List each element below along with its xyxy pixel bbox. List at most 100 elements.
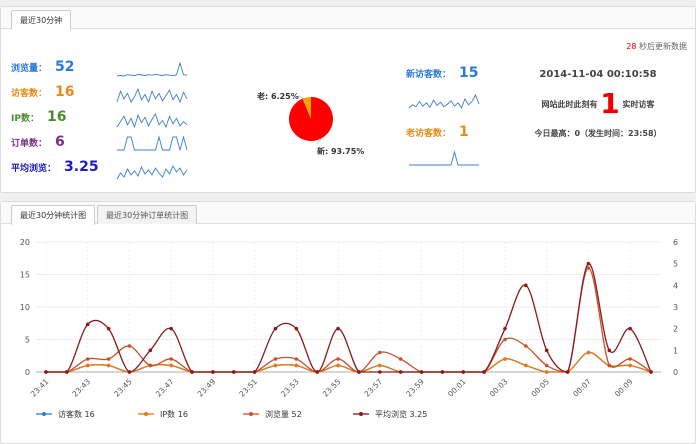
data-point bbox=[294, 357, 299, 361]
data-point bbox=[628, 363, 632, 368]
x-tick-label: 23:45 bbox=[112, 377, 134, 399]
y-left-tick-label: 5 bbox=[25, 336, 30, 345]
stat-new-visitors: 新访客数： 15 bbox=[406, 65, 479, 81]
data-point bbox=[482, 370, 486, 374]
data-point bbox=[649, 370, 653, 374]
y-left-tick-label: 0 bbox=[25, 368, 30, 377]
tab-stats-chart[interactable]: 最近30分钟统计图 bbox=[11, 205, 96, 225]
sparkline-path bbox=[116, 165, 188, 180]
legend-label: 浏览量 52 bbox=[265, 409, 302, 419]
line-chart: 0 5 10 15 20 0 1 2 3 4 5 6 23:41 23:43 23:45 23:47 23:49… bbox=[20, 238, 678, 419]
y-right-tick-label: 6 bbox=[673, 238, 678, 247]
sparkline-path bbox=[116, 87, 188, 103]
stat-pageviews: 浏览量： 52 bbox=[11, 59, 75, 75]
data-point bbox=[524, 283, 528, 288]
y-left-tick-label: 10 bbox=[20, 303, 30, 312]
sparkline-visitors bbox=[116, 87, 188, 103]
sparkline-path bbox=[116, 112, 188, 128]
data-point bbox=[148, 348, 153, 353]
data-point bbox=[544, 348, 549, 353]
realtime-prefix: 网站此时此刻有 bbox=[541, 100, 598, 109]
data-point bbox=[65, 370, 69, 374]
pie-new-label: 新: 93.75% bbox=[317, 147, 365, 156]
data-point bbox=[544, 363, 549, 368]
data-point bbox=[461, 370, 466, 374]
stat-orders: 订单数： 6 bbox=[11, 134, 65, 150]
data-point bbox=[503, 326, 507, 331]
stat-visitors-label: 访客数： bbox=[11, 89, 48, 99]
chart-panel: 最近30分钟统计图 最近30分钟订单统计图 0 5 10 15 20 0 1 2 3 4 5 6 23:… bbox=[0, 201, 696, 444]
stat-pageviews-label: 浏览量： bbox=[11, 64, 48, 74]
y-right-tick-label: 4 bbox=[673, 281, 678, 290]
sparkline-path bbox=[116, 61, 188, 77]
x-tick-label: 00:03 bbox=[488, 377, 510, 399]
y-right-tick-label: 5 bbox=[673, 260, 678, 269]
stat-pageviews-value: 52 bbox=[55, 59, 75, 75]
chart-grid bbox=[36, 241, 661, 373]
sparkline-new-visitors bbox=[408, 93, 480, 109]
x-tick-label: 23:51 bbox=[237, 377, 259, 399]
chart-tabbar: 最近30分钟统计图 最近30分钟订单统计图 bbox=[1, 202, 695, 225]
stat-avg-views-value: 3.25 bbox=[64, 159, 99, 175]
data-point bbox=[127, 370, 132, 374]
data-point bbox=[231, 370, 236, 374]
current-datetime: 2014-11-04 00:10:58 bbox=[539, 69, 657, 80]
data-point bbox=[336, 363, 340, 368]
legend-item[interactable]: 平均浏览 3.25 bbox=[353, 409, 427, 419]
legend-item[interactable]: IP数 16 bbox=[138, 409, 188, 419]
data-point bbox=[315, 370, 320, 374]
data-point bbox=[503, 337, 507, 342]
x-tick-label: 23:55 bbox=[321, 377, 343, 399]
legend-label: IP数 16 bbox=[160, 409, 188, 419]
x-tick-label: 23:57 bbox=[363, 377, 385, 399]
data-point bbox=[628, 326, 632, 331]
pie-old-label: 老: 6.25% bbox=[257, 92, 299, 101]
data-point bbox=[544, 370, 549, 374]
data-point bbox=[106, 326, 111, 331]
data-point bbox=[294, 326, 299, 331]
y-right-tick-label: 0 bbox=[673, 368, 678, 377]
data-point bbox=[607, 348, 612, 353]
legend-item[interactable]: 浏览量 52 bbox=[243, 409, 302, 419]
y-right-tick-label: 2 bbox=[673, 325, 678, 334]
data-point bbox=[565, 370, 570, 374]
pie-slice-new bbox=[288, 97, 333, 141]
data-point bbox=[106, 357, 111, 361]
tab-orders-chart[interactable]: 最近30分钟订单统计图 bbox=[97, 205, 198, 224]
data-point bbox=[440, 370, 445, 374]
data-point bbox=[607, 363, 612, 368]
series-line bbox=[46, 263, 652, 373]
data-point bbox=[169, 357, 173, 361]
data-point bbox=[336, 357, 340, 361]
data-point bbox=[357, 370, 361, 374]
y-left-tick-label: 20 bbox=[20, 238, 30, 247]
stat-avg-views-label: 平均浏览： bbox=[11, 164, 57, 174]
countdown-text: 秒后更新数据 bbox=[636, 42, 687, 51]
data-point bbox=[586, 261, 591, 266]
sparkline-ip bbox=[116, 112, 188, 128]
data-point bbox=[524, 363, 528, 368]
data-point bbox=[211, 370, 215, 374]
stat-visitors: 访客数： 16 bbox=[11, 84, 75, 100]
stat-ip-label: IP数： bbox=[11, 114, 39, 124]
series-line bbox=[46, 267, 652, 373]
data-point bbox=[377, 370, 382, 374]
summary-panel: 最近30分钟 28 秒后更新数据 浏览量： 52 访客数： 16 IP数： 16 订单… bbox=[0, 6, 696, 193]
data-point bbox=[44, 370, 48, 374]
data-point bbox=[398, 357, 403, 361]
stat-orders-label: 订单数： bbox=[11, 139, 48, 149]
data-point bbox=[85, 357, 90, 361]
sparkline-old-visitors bbox=[409, 150, 479, 166]
data-point bbox=[169, 363, 173, 368]
x-tick-label: 23:53 bbox=[279, 377, 301, 399]
data-point bbox=[336, 326, 340, 331]
tab-last-30-min[interactable]: 最近30分钟 bbox=[11, 10, 72, 30]
data-point bbox=[273, 357, 278, 361]
x-tick-label: 23:43 bbox=[70, 377, 92, 399]
stat-new-visitors-label: 新访客数： bbox=[406, 70, 452, 80]
legend-item[interactable]: 访客数 16 bbox=[36, 409, 95, 419]
data-point bbox=[106, 363, 111, 368]
y-left-tick-label: 15 bbox=[20, 271, 30, 280]
stat-ip-value: 16 bbox=[46, 109, 67, 125]
x-tick-label: 00:09 bbox=[613, 377, 635, 399]
